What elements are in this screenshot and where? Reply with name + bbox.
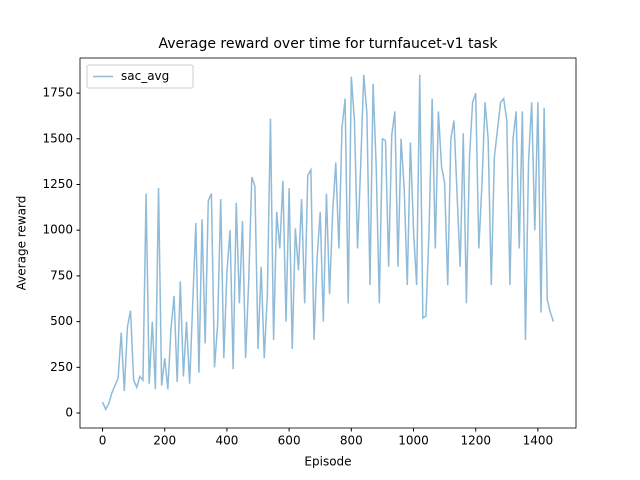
y-tick-label: 1500 [42,131,73,145]
y-tick-label: 1000 [42,223,73,237]
x-tick-label: 0 [99,434,107,448]
x-tick-label: 400 [215,434,238,448]
x-tick-label: 1000 [398,434,429,448]
x-axis-label: Episode [304,455,351,469]
x-tick-label: 200 [153,434,176,448]
legend-label: sac_avg [121,69,169,83]
y-axis-label: Average reward [15,196,29,291]
data-line [101,74,555,412]
x-tick-label: 1200 [460,434,491,448]
plot-frame [79,57,577,429]
legend-box [86,64,194,89]
x-tick-label: 600 [278,434,301,448]
y-tick-label: 500 [50,314,73,328]
chart-title: Average reward over time for turnfaucet-… [158,36,498,52]
y-tick-label: 750 [50,268,73,282]
x-tick-label: 1400 [523,434,554,448]
x-tick-label: 800 [340,434,363,448]
y-tick-label: 250 [50,360,73,374]
y-tick-label: 1250 [42,177,73,191]
y-tick-label: 1750 [42,86,73,100]
y-tick-label: 0 [65,406,73,420]
